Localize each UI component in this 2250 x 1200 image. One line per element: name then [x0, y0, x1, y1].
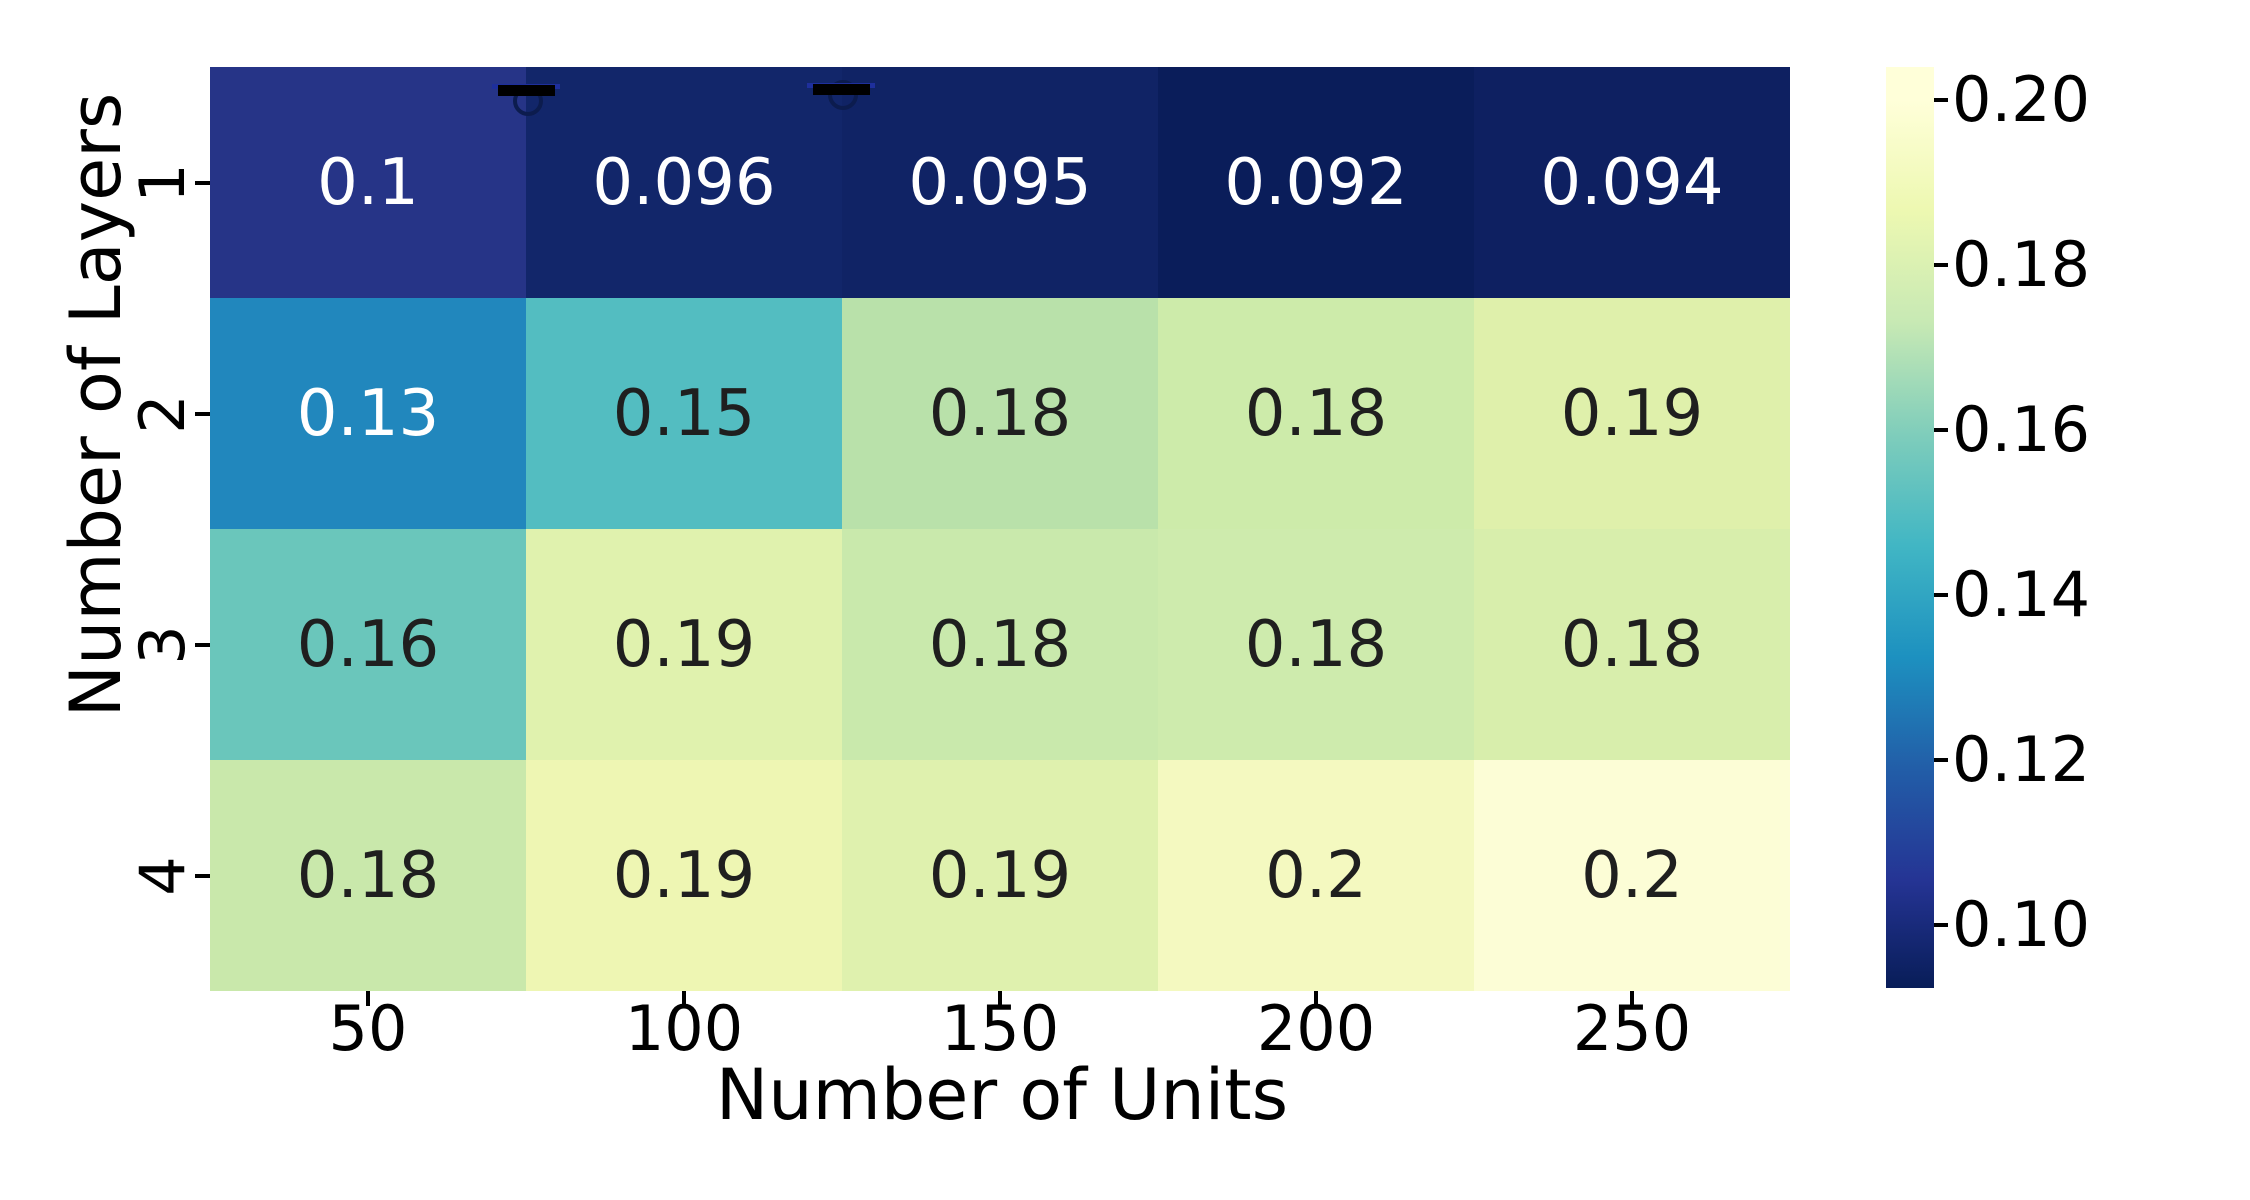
colorbar-tick-mark [1934, 758, 1948, 762]
colorbar-tick-mark [1934, 428, 1948, 432]
cell-value-label: 0.095 [908, 145, 1092, 220]
heatmap-cell-r1c3: 0.095 [842, 67, 1158, 298]
cell-value-label: 0.15 [612, 376, 756, 451]
x-tick-label: 150 [940, 992, 1060, 1065]
colorbar-tick-mark [1934, 98, 1948, 102]
cell-value-label: 0.18 [1244, 607, 1388, 682]
x-tick-label: 200 [1256, 992, 1376, 1065]
cell-value-label: 0.094 [1540, 145, 1724, 220]
heatmap-cell-r3c1: 0.16 [210, 529, 526, 760]
heatmap-cell-r2c5: 0.19 [1474, 298, 1790, 529]
y-tick-mark [195, 643, 210, 647]
colorbar-tick-label: 0.18 [1952, 228, 2091, 301]
x-tick-label: 50 [328, 992, 408, 1065]
colorbar [1886, 67, 1934, 988]
heatmap-cell-r2c3: 0.18 [842, 298, 1158, 529]
y-tick-mark [195, 181, 210, 185]
colorbar-tick-label: 0.16 [1952, 393, 2091, 466]
colorbar-tick-label: 0.14 [1952, 558, 2091, 631]
y-tick-mark [195, 874, 210, 878]
x-tick-mark [1314, 991, 1318, 1006]
cell-value-label: 0.18 [1560, 607, 1704, 682]
heatmap-cell-r2c1: 0.13 [210, 298, 526, 529]
heatmap-cell-r3c3: 0.18 [842, 529, 1158, 760]
heatmap-cell-r1c5: 0.094 [1474, 67, 1790, 298]
cell-value-label: 0.16 [296, 607, 440, 682]
heatmap-cell-r3c5: 0.18 [1474, 529, 1790, 760]
cell-value-label: 0.13 [296, 376, 440, 451]
stray-marker-bar-2 [813, 84, 870, 95]
y-axis-label: Number of Layers [55, 92, 137, 718]
cell-value-label: 0.1 [317, 145, 419, 220]
colorbar-tick-label: 0.12 [1952, 723, 2091, 796]
y-tick-label: 1 [126, 163, 199, 203]
heatmap-cell-r4c2: 0.19 [526, 760, 842, 991]
heatmap-cell-r1c1: 0.1 [210, 67, 526, 298]
x-tick-mark [998, 991, 1002, 1006]
colorbar-tick-mark [1934, 593, 1948, 597]
heatmap-cell-r4c4: 0.2 [1158, 760, 1474, 991]
cell-value-label: 0.092 [1224, 145, 1408, 220]
heatmap-cell-r4c5: 0.2 [1474, 760, 1790, 991]
cell-value-label: 0.19 [928, 838, 1072, 913]
x-axis-label: Number of Units [715, 1054, 1289, 1136]
cell-value-label: 0.18 [1244, 376, 1388, 451]
heatmap-cell-r3c4: 0.18 [1158, 529, 1474, 760]
x-tick-mark [682, 991, 686, 1006]
cell-value-label: 0.18 [296, 838, 440, 913]
stray-marker-bar-1 [498, 85, 555, 96]
heatmap-cell-r1c2: 0.096 [526, 67, 842, 298]
cell-value-label: 0.2 [1265, 838, 1367, 913]
heatmap-cell-r2c4: 0.18 [1158, 298, 1474, 529]
cell-value-label: 0.2 [1581, 838, 1683, 913]
cell-value-label: 0.096 [592, 145, 776, 220]
colorbar-tick-mark [1934, 263, 1948, 267]
heatmap-grid: 0.1 0.096 0.095 0.092 0.094 0.13 0.15 0.… [210, 67, 1790, 991]
x-tick-label: 100 [624, 992, 744, 1065]
y-tick-label: 2 [126, 394, 199, 434]
heatmap-cell-r3c2: 0.19 [526, 529, 842, 760]
heatmap-cell-r4c1: 0.18 [210, 760, 526, 991]
x-tick-mark [1630, 991, 1634, 1006]
cell-value-label: 0.19 [612, 607, 756, 682]
stray-marker-circle-2 [828, 80, 858, 110]
colorbar-tick-mark [1934, 923, 1948, 927]
cell-value-label: 0.19 [1560, 376, 1704, 451]
cell-value-label: 0.18 [928, 607, 1072, 682]
x-tick-label: 250 [1572, 992, 1692, 1065]
y-tick-mark [195, 412, 210, 416]
y-tick-label: 3 [126, 625, 199, 665]
y-tick-label: 4 [126, 856, 199, 896]
colorbar-tick-label: 0.10 [1952, 888, 2091, 961]
cell-value-label: 0.18 [928, 376, 1072, 451]
heatmap-cell-r2c2: 0.15 [526, 298, 842, 529]
heatmap-cell-r1c4: 0.092 [1158, 67, 1474, 298]
cell-value-label: 0.19 [612, 838, 756, 913]
x-tick-mark [366, 991, 370, 1006]
colorbar-tick-label: 0.20 [1952, 63, 2091, 136]
heatmap-cell-r4c3: 0.19 [842, 760, 1158, 991]
